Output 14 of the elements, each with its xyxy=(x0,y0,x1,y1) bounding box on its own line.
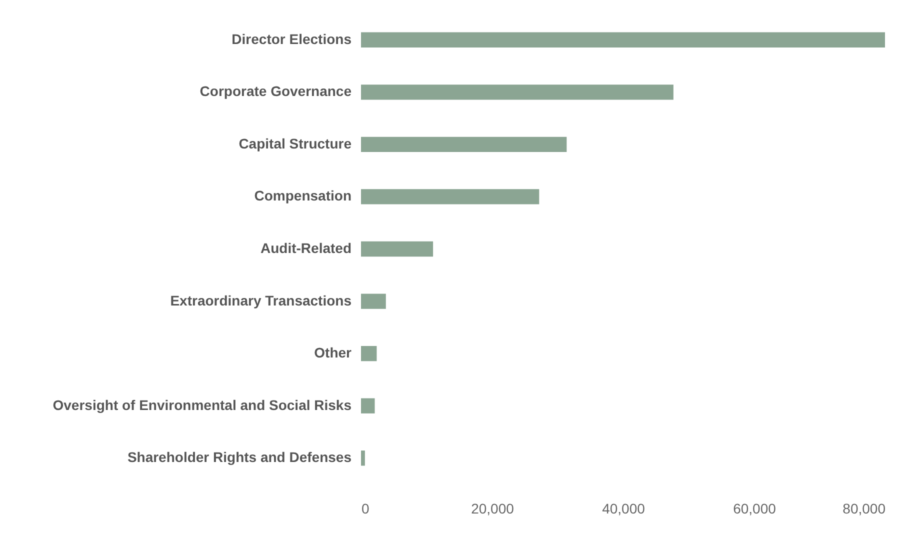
y-tick-label: Shareholder Rights and Defenses xyxy=(127,449,352,466)
y-tick-label: Compensation xyxy=(254,188,352,204)
x-tick-label: 80,000 xyxy=(842,500,886,516)
y-tick-label: Audit-Related xyxy=(260,240,352,256)
y-tick-label: Extraordinary Transactions xyxy=(170,292,352,308)
y-tick-label: Other xyxy=(314,344,352,361)
y-tick-label: Corporate Governance xyxy=(200,83,352,100)
x-tick-label: 40,000 xyxy=(602,500,646,516)
x-tick-label: 0 xyxy=(362,500,370,516)
x-tick-label: 60,000 xyxy=(733,500,776,516)
y-tick-label: Capital Structure xyxy=(238,135,352,152)
y-tick-label: Oversight of Environmental and Social Risks xyxy=(52,396,352,413)
x-tick-label: 20,000 xyxy=(471,500,514,516)
y-tick-label: Director Elections xyxy=(232,30,352,47)
